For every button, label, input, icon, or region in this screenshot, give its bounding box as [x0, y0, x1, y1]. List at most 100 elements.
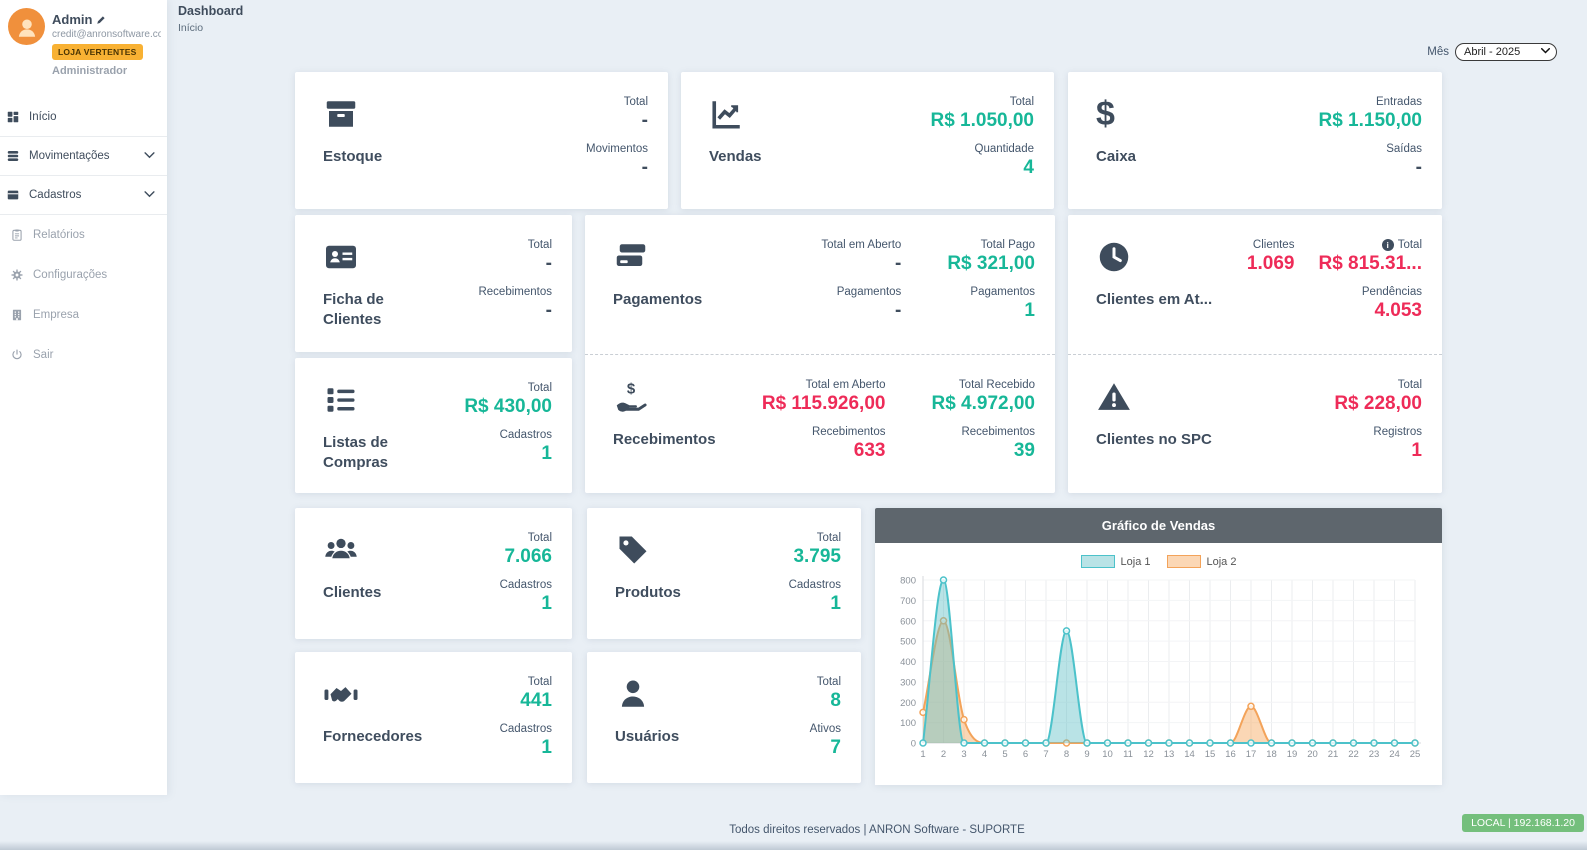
- card-title: Ficha de Clientes: [323, 290, 418, 329]
- svg-text:21: 21: [1328, 749, 1339, 760]
- card-title: Recebimentos: [613, 430, 716, 450]
- archive-icon: [6, 188, 20, 202]
- card-title: Clientes: [323, 583, 381, 603]
- card-title: Fornecedores: [323, 727, 422, 747]
- svg-text:0: 0: [911, 739, 916, 750]
- stat: Cadastros1: [789, 579, 841, 615]
- sales-chart-legend: Loja 1 Loja 2: [875, 555, 1442, 568]
- user-icon: [615, 676, 651, 712]
- chevron-down-icon: [144, 191, 155, 198]
- legend-swatch: [1081, 555, 1115, 568]
- card-vendas: Vendas TotalR$ 1.050,00 Quantidade4: [681, 72, 1054, 209]
- sidebar-item-relatorios[interactable]: Relatórios: [0, 215, 167, 255]
- gear-icon: [10, 268, 24, 282]
- card-produtos: Produtos Total3.795 Cadastros1: [587, 508, 861, 639]
- stat: Total PagoR$ 321,00: [947, 239, 1035, 275]
- stat: Recebimentos39: [961, 426, 1035, 462]
- svg-text:5: 5: [1002, 749, 1007, 760]
- sidebar-item-inicio[interactable]: Início: [0, 97, 167, 137]
- svg-text:22: 22: [1348, 749, 1359, 760]
- svg-text:800: 800: [900, 576, 916, 587]
- profile-block: Admin credit@anronsoftware.co... LOJA VE…: [0, 0, 167, 87]
- svg-text:1: 1: [920, 749, 925, 760]
- sidebar-menu: Início Movimentações Cadastros Relatório…: [0, 97, 167, 375]
- tag-icon: [615, 532, 651, 568]
- legend-item-2[interactable]: Loja 2: [1167, 555, 1237, 568]
- profile-name: Admin: [52, 12, 92, 27]
- stat: Total em Aberto-: [821, 239, 901, 275]
- card-title: Usuários: [615, 727, 679, 747]
- stat: Total8: [817, 676, 841, 712]
- svg-text:2: 2: [941, 749, 946, 760]
- month-filter: Mês Abril - 2025: [1427, 42, 1557, 61]
- handshake-icon: [323, 676, 359, 712]
- sidebar-item-label: Início: [29, 111, 57, 123]
- clipboard-icon: [10, 228, 24, 242]
- stat: Quantidade4: [975, 143, 1034, 179]
- month-select[interactable]: Abril - 2025: [1455, 43, 1557, 61]
- svg-text:200: 200: [900, 698, 916, 709]
- svg-text:700: 700: [900, 596, 916, 607]
- sidebar-item-cadastros[interactable]: Cadastros: [0, 175, 167, 215]
- svg-text:19: 19: [1287, 749, 1298, 760]
- warning-icon: [1096, 379, 1132, 415]
- card-usuarios: Usuários Total8 Ativos7: [587, 652, 861, 783]
- credit-card-icon: [613, 239, 649, 275]
- chart-body: Loja 1Loja 2 123456789101112131415161718…: [875, 543, 1442, 785]
- card-title: Clientes no SPC: [1096, 430, 1212, 450]
- sidebar-item-label: Configurações: [33, 269, 107, 281]
- profile-role: Administrador: [52, 65, 161, 77]
- legend-swatch: [1167, 555, 1201, 568]
- hand-dollar-icon: $: [613, 379, 649, 415]
- stat: Total-: [528, 239, 552, 275]
- sidebar-item-movimentacoes[interactable]: Movimentações: [0, 136, 167, 176]
- sidebar-item-sair[interactable]: Sair: [0, 335, 167, 375]
- card-listas-compras: Listas de Compras TotalR$ 430,00 Cadastr…: [295, 358, 572, 493]
- sidebar-item-configuracoes[interactable]: Configurações: [0, 255, 167, 295]
- card-title: Pagamentos: [613, 290, 702, 310]
- svg-text:24: 24: [1389, 749, 1400, 760]
- sidebar: Admin credit@anronsoftware.co... LOJA VE…: [0, 0, 167, 795]
- section-pagamentos: Pagamentos Total em Aberto- Pagamentos- …: [585, 215, 1055, 354]
- stat: Ativos7: [810, 723, 841, 759]
- coins-icon: [6, 149, 20, 163]
- server-badge: LOCAL | 192.168.1.20: [1462, 814, 1584, 832]
- card-estoque: Estoque Total- Movimentos-: [295, 72, 668, 209]
- card-ficha-clientes: Ficha de Clientes Total- Recebimentos-: [295, 215, 572, 352]
- sidebar-item-label: Empresa: [33, 309, 79, 321]
- page-title: Dashboard: [178, 4, 243, 18]
- stat: Registros1: [1373, 426, 1422, 462]
- svg-text:600: 600: [900, 616, 916, 627]
- stat: Pagamentos-: [837, 286, 902, 322]
- edit-pencil-icon[interactable]: [96, 15, 106, 25]
- svg-text:6: 6: [1023, 749, 1028, 760]
- svg-text:10: 10: [1102, 749, 1113, 760]
- svg-text:13: 13: [1164, 749, 1175, 760]
- svg-text:15: 15: [1205, 749, 1216, 760]
- clock-icon: [1096, 239, 1132, 275]
- list-icon: [323, 382, 359, 418]
- breadcrumb-item[interactable]: Início: [178, 22, 243, 34]
- svg-text:18: 18: [1266, 749, 1277, 760]
- power-icon: [10, 348, 24, 362]
- svg-text:16: 16: [1225, 749, 1236, 760]
- card-title: Estoque: [323, 147, 382, 167]
- dollar-icon: $: [1096, 96, 1115, 132]
- stat: Cadastros1: [500, 723, 552, 759]
- svg-text:23: 23: [1369, 749, 1380, 760]
- month-label: Mês: [1427, 46, 1449, 58]
- stat: TotalR$ 228,00: [1334, 379, 1422, 415]
- stat: Total3.795: [793, 532, 841, 568]
- stat: Pendências4.053: [1362, 286, 1422, 322]
- svg-text:25: 25: [1410, 749, 1421, 760]
- card-title: Clientes em At...: [1096, 290, 1212, 310]
- breadcrumb: Dashboard Início: [178, 4, 243, 34]
- stat: EntradasR$ 1.150,00: [1318, 96, 1422, 132]
- sidebar-item-empresa[interactable]: Empresa: [0, 295, 167, 335]
- stat: Total RecebidoR$ 4.972,00: [931, 379, 1035, 415]
- stat: Total7.066: [504, 532, 552, 568]
- legend-item-1[interactable]: Loja 1: [1081, 555, 1151, 568]
- stat: Recebimentos633: [812, 426, 886, 462]
- chart-title: Gráfico de Vendas: [875, 508, 1442, 543]
- info-icon[interactable]: i: [1382, 239, 1394, 251]
